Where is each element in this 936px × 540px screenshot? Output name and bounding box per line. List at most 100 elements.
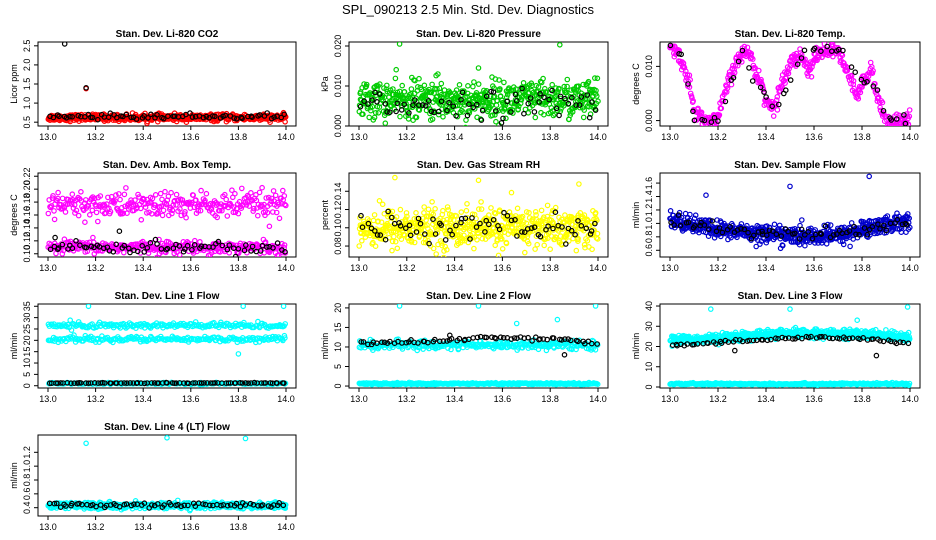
data-point: [274, 380, 280, 386]
data-point: [738, 59, 745, 65]
data-point: [280, 304, 287, 310]
data-point: [47, 246, 54, 253]
data-point: [176, 252, 183, 257]
y-tick-label: 0: [333, 384, 343, 389]
data-point: [782, 87, 789, 94]
data-point: [54, 380, 61, 386]
data-point: [263, 244, 270, 250]
data-point: [370, 239, 376, 246]
data-point: [401, 89, 408, 95]
data-point: [759, 228, 765, 235]
panel-title: Stan. Dev. Li-820 Temp.: [735, 29, 846, 40]
data-point: [366, 114, 373, 121]
data-point: [883, 227, 890, 234]
data-points: [667, 173, 913, 252]
data-point: [757, 84, 764, 91]
data-point: [223, 196, 230, 203]
panel-title: Stan. Dev. Li-820 CO2: [116, 29, 219, 40]
data-point: [426, 240, 432, 247]
data-point: [90, 234, 96, 241]
data-point: [133, 116, 140, 122]
data-point: [154, 241, 160, 247]
data-point: [159, 212, 166, 219]
data-point: [861, 79, 868, 86]
data-point: [408, 239, 415, 245]
data-point: [51, 216, 58, 223]
data-point: [709, 218, 716, 224]
data-point: [450, 109, 457, 116]
data-point: [716, 112, 723, 118]
data-point: [791, 230, 798, 237]
data-point: [439, 242, 445, 249]
data-point: [483, 93, 490, 100]
data-point: [562, 212, 568, 218]
data-point: [138, 205, 144, 212]
series-high-frequency: [45, 304, 289, 388]
data-point: [470, 104, 477, 111]
data-point: [282, 202, 289, 209]
data-point: [267, 380, 274, 386]
data-point: [464, 201, 470, 207]
data-point: [64, 379, 71, 386]
data-point: [883, 229, 890, 236]
data-point: [450, 103, 457, 110]
y-tick-label: 0.12: [22, 232, 32, 250]
data-point: [368, 225, 375, 232]
data-point: [390, 233, 397, 240]
data-point: [573, 102, 579, 108]
data-point: [245, 194, 252, 200]
data-point: [773, 97, 780, 103]
data-point: [429, 199, 435, 205]
data-point: [362, 101, 368, 107]
data-point: [469, 215, 475, 221]
data-point: [123, 111, 130, 118]
data-point: [492, 210, 499, 217]
data-point: [380, 236, 386, 242]
data-point: [372, 110, 379, 116]
data-point: [576, 102, 583, 108]
data-point: [57, 380, 64, 386]
data-point: [880, 108, 887, 114]
data-points: [667, 42, 913, 126]
data-point: [488, 205, 494, 211]
data-point: [158, 203, 165, 210]
data-point: [458, 107, 465, 114]
data-point: [544, 202, 551, 209]
data-point: [575, 235, 581, 242]
data-point: [459, 89, 466, 96]
data-point: [421, 231, 428, 237]
data-point: [512, 217, 518, 223]
data-point: [405, 112, 412, 119]
data-point: [492, 108, 499, 114]
data-point: [392, 238, 399, 245]
x-tick-label: 13.0: [661, 132, 679, 142]
data-point: [132, 197, 138, 203]
data-point: [387, 109, 393, 116]
data-point: [549, 81, 556, 88]
data-point: [165, 193, 172, 200]
data-point: [411, 239, 418, 246]
data-point: [204, 380, 211, 386]
data-point: [392, 75, 399, 82]
data-point: [274, 240, 281, 246]
data-point: [846, 228, 853, 234]
x-tick-label: 14.0: [277, 263, 295, 273]
data-point: [121, 380, 128, 386]
x-tick-label: 13.2: [87, 394, 105, 404]
data-point: [495, 252, 502, 257]
data-point: [901, 112, 907, 118]
data-point: [46, 380, 53, 387]
data-point: [413, 114, 420, 121]
data-point: [754, 73, 761, 80]
data-point: [486, 224, 493, 231]
data-point: [718, 105, 725, 112]
data-point: [711, 120, 718, 126]
data-point: [78, 189, 84, 195]
data-point: [532, 246, 538, 252]
data-point: [357, 103, 364, 110]
data-point: [257, 248, 264, 254]
x-tick-label: 13.2: [709, 263, 727, 273]
data-point: [253, 192, 259, 198]
data-point: [157, 190, 164, 197]
data-point: [874, 87, 881, 93]
